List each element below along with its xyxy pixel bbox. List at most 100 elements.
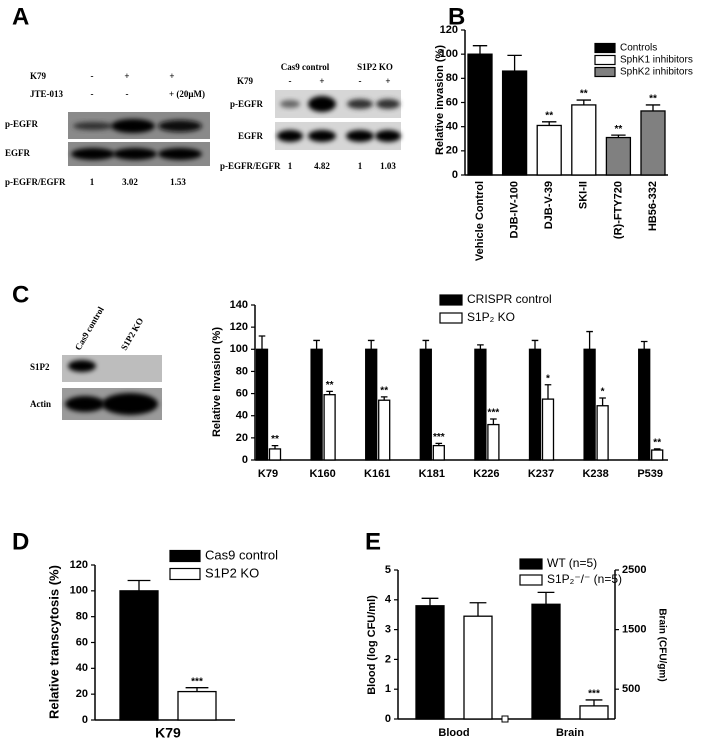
row-label: p-EGFR (5, 119, 39, 129)
legend-label: S1P₂ KO (467, 310, 515, 324)
legend-label: S1P₂⁻/⁻ (n=5) (547, 572, 622, 586)
significance: ** (580, 89, 588, 100)
lane-label: Cas9 control (73, 305, 106, 353)
x-tick-label: DJB-IV-100 (509, 181, 521, 238)
legend-swatch (169, 567, 201, 581)
blot-a-left: K79 - + + JTE-013 - - + (20μM) p-EGFR EG… (5, 71, 210, 187)
y-tick-label: 120 (230, 321, 248, 333)
condition-label: K79 (237, 76, 254, 86)
band (158, 148, 202, 160)
error-bar (653, 448, 661, 451)
band (346, 130, 374, 142)
significance: *** (433, 432, 445, 443)
lane-sign: + (385, 76, 390, 86)
legend-label: S1P2 KO (205, 565, 259, 580)
ratio-value: 3.02 (122, 177, 138, 187)
band (73, 122, 113, 130)
lane-sign: + (20μM) (169, 89, 205, 99)
y-tick-label: 2 (385, 653, 391, 665)
x-tick-label: DJB-V-39 (543, 181, 555, 229)
y-tick-label: 80 (76, 611, 88, 623)
error-bar (544, 384, 552, 400)
bar (541, 398, 555, 461)
row-label: EGFR (238, 131, 264, 141)
bar (177, 690, 217, 721)
significance: ** (271, 434, 279, 445)
bar (528, 348, 542, 461)
lane-sign: + (124, 71, 129, 81)
significance: *** (588, 689, 600, 700)
band (347, 99, 373, 109)
error-bar (313, 339, 320, 350)
ratio-value: 4.82 (314, 161, 330, 171)
bar (378, 399, 391, 461)
error-bar (472, 45, 488, 55)
y-tick-label: 60 (446, 96, 458, 108)
bar (419, 348, 432, 461)
error-bar (367, 339, 375, 350)
legend-swatch (169, 549, 201, 563)
y-axis-label: Relative Invasion (%) (211, 327, 223, 437)
lane-sign: - (289, 76, 292, 86)
lane-sign: - (91, 89, 94, 99)
bar (536, 124, 562, 176)
bar (268, 448, 282, 461)
error-bar (586, 330, 593, 350)
x-tick-label: HB56-332 (647, 181, 659, 231)
error-bar (258, 335, 266, 350)
band (280, 100, 300, 108)
significance: ** (649, 94, 657, 105)
bar (432, 444, 445, 461)
error-bar (507, 54, 522, 72)
x-tick-label: (R)-FTY720 (612, 181, 624, 239)
blot-c: Cas9 control S1P2 KO S1P2 Actin (30, 305, 162, 420)
significance: *** (488, 408, 500, 419)
lane-sign: + (169, 71, 174, 81)
y-tick-label: 0 (242, 454, 248, 466)
bar (487, 423, 500, 461)
legend-label: Cas9 control (205, 547, 278, 562)
row-label: S1P2 (30, 362, 50, 372)
ratio-label: p-EGFR/EGFR (5, 177, 66, 187)
bar (579, 705, 609, 720)
condition-label: JTE-013 (30, 89, 64, 99)
y-tick-label: 3 (385, 624, 391, 636)
panel-letter: E (365, 528, 381, 555)
bar (323, 394, 336, 461)
ratio-value: 1 (288, 161, 293, 171)
bar (255, 348, 269, 461)
y-axis-label: Blood (log CFU/ml) (366, 595, 378, 695)
band (308, 130, 336, 142)
row-label: EGFR (5, 148, 31, 158)
bar (596, 405, 609, 461)
legend-swatch (594, 54, 616, 66)
band (376, 99, 400, 109)
error-bar (645, 104, 661, 111)
bar (531, 603, 561, 720)
y-tick-label: 100 (440, 48, 458, 60)
legend-swatch (519, 558, 543, 570)
y-tick-label: 40 (76, 662, 88, 674)
group-label: Cas9 control (281, 62, 330, 72)
y-tick-label: 100 (70, 585, 88, 597)
group-label: S1P2 KO (357, 62, 393, 72)
legend-label: WT (n=5) (547, 556, 597, 570)
x-tick-label: K226 (473, 468, 499, 480)
x-tick-label: K79 (258, 468, 278, 480)
error-bar (640, 340, 648, 350)
bar (501, 70, 528, 176)
legend-label: SphK1 inhibitors (620, 55, 693, 66)
y2-axis-label: Brain (CFU/gm) (656, 608, 667, 681)
error-bar (185, 687, 209, 692)
y-tick-label: 20 (76, 688, 88, 700)
y-tick-label: 120 (440, 24, 458, 36)
error-bar (611, 134, 626, 138)
lane-label: S1P2 KO (119, 316, 146, 352)
y-tick-label: 140 (230, 299, 248, 311)
x-tick-label: K160 (309, 468, 335, 480)
y-tick-label: 40 (446, 121, 458, 133)
ratio-label: p-EGFR/EGFR (220, 161, 281, 171)
lane-sign: - (126, 89, 129, 99)
lane-sign: + (319, 76, 324, 86)
